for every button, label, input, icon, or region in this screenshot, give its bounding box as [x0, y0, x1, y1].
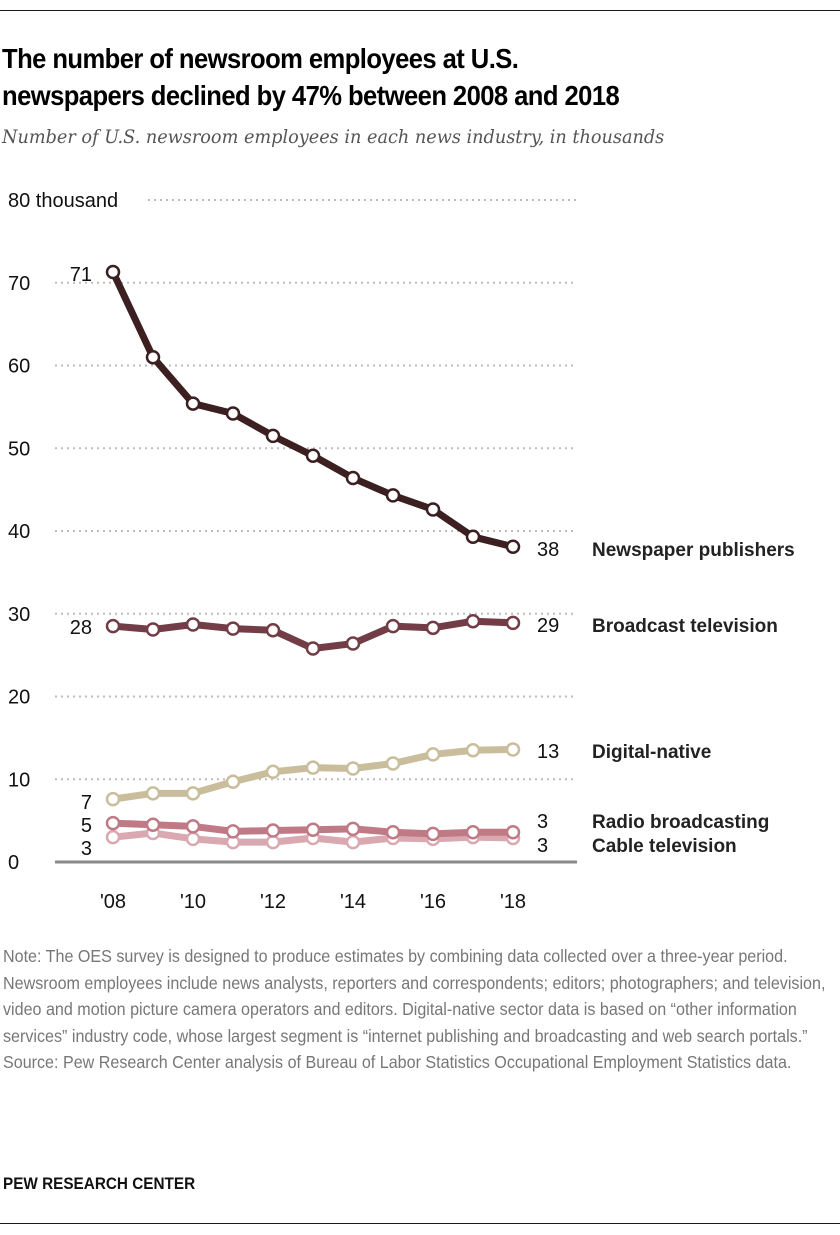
- data-point-marker: [185, 617, 201, 632]
- y-tick-label: 20: [8, 687, 30, 709]
- data-point-marker: [305, 822, 321, 837]
- data-point-marker: [225, 774, 241, 789]
- series-end-label: 3: [537, 835, 548, 857]
- data-point-marker: [425, 826, 441, 842]
- series-name-label: Digital-native: [592, 742, 711, 763]
- data-point-marker: [505, 539, 521, 554]
- data-point-marker: [385, 618, 401, 634]
- series-end-label: 29: [537, 615, 559, 637]
- data-point-marker: [345, 834, 361, 850]
- y-tick-label: 80 thousand: [8, 190, 118, 212]
- data-point-marker: [345, 636, 361, 651]
- top-rule: [0, 10, 840, 11]
- data-point-marker: [265, 623, 281, 638]
- source-text: Source: Pew Research Center analysis of …: [3, 1052, 792, 1072]
- data-point-marker: [105, 618, 121, 634]
- chart-title-line-1: The number of newsroom employees at U.S.: [2, 43, 519, 74]
- data-point-marker: [145, 349, 161, 365]
- data-point-marker: [385, 756, 401, 771]
- data-point-marker: [505, 824, 521, 840]
- series-end-label: 38: [537, 539, 559, 561]
- data-point-marker: [385, 824, 401, 840]
- data-point-marker: [105, 791, 121, 807]
- x-tick-label: '14: [340, 891, 366, 913]
- series-digital-native: [105, 742, 521, 807]
- data-point-marker: [105, 829, 121, 845]
- note-text: Note: The OES survey is designed to prod…: [3, 946, 826, 1046]
- x-tick-label: '18: [500, 891, 526, 913]
- data-point-marker: [345, 470, 361, 486]
- x-tick-label: '12: [260, 891, 286, 913]
- data-point-marker: [345, 821, 361, 837]
- data-point-marker: [265, 823, 281, 838]
- data-point-marker: [465, 529, 481, 545]
- bottom-rule: [0, 1223, 840, 1224]
- data-point-marker: [465, 824, 481, 840]
- data-point-marker: [425, 502, 441, 517]
- data-point-marker: [225, 406, 241, 421]
- y-tick-label: 10: [8, 769, 30, 791]
- series-radio-broadcasting: [105, 815, 521, 842]
- gridlines: [55, 199, 577, 864]
- data-point-marker: [465, 743, 481, 758]
- series-name-label: Radio broadcasting: [592, 812, 769, 833]
- data-point-marker: [265, 834, 281, 850]
- data-point-marker: [185, 396, 201, 411]
- y-axis-ticks: 0 10 20 30 40 50 60 70 80 thousand: [8, 190, 118, 874]
- data-point-marker: [145, 817, 161, 833]
- series-start-label: 28: [70, 617, 92, 639]
- y-tick-label: 70: [8, 273, 30, 295]
- series-newspaper-publishers: [105, 264, 521, 554]
- data-point-marker: [185, 786, 201, 801]
- series-layer: [105, 264, 521, 850]
- y-tick-label: 60: [8, 356, 30, 378]
- data-point-marker: [265, 764, 281, 780]
- data-point-marker: [505, 615, 521, 631]
- data-point-marker: [305, 760, 321, 775]
- data-point-marker: [105, 815, 121, 831]
- data-point-marker: [225, 621, 241, 636]
- y-tick-label: 30: [8, 604, 30, 626]
- data-point-marker: [425, 620, 441, 636]
- data-point-marker: [225, 824, 241, 839]
- y-tick-label: 0: [8, 852, 19, 874]
- series-broadcast-television: [105, 613, 521, 656]
- data-point-marker: [425, 747, 441, 762]
- x-tick-label: '16: [420, 891, 446, 913]
- series-start-label: 71: [70, 264, 92, 286]
- brand-logo-text: PEW RESEARCH CENTER: [3, 1174, 196, 1193]
- series-start-label: 5: [81, 815, 92, 837]
- data-point-marker: [105, 264, 121, 280]
- chart-subtitle: Number of U.S. newsroom employees in eac…: [2, 126, 665, 148]
- series-name-label: Newspaper publishers: [592, 540, 795, 561]
- labels-layer: 71 38 Newspaper publishers 28 29 Broadcast te…: [70, 264, 795, 860]
- series-end-label: 3: [537, 811, 548, 833]
- y-tick-label: 50: [8, 438, 30, 460]
- series-name-label: Cable television: [592, 836, 737, 857]
- x-axis-ticks: '08 '10 '12 '14 '16 '18: [100, 891, 526, 913]
- series-name-label: Broadcast television: [592, 616, 778, 637]
- series-end-label: 13: [537, 741, 559, 763]
- data-point-marker: [185, 831, 201, 847]
- data-point-marker: [145, 622, 161, 637]
- data-point-marker: [505, 742, 521, 757]
- chart-title-line-2: newspapers declined by 47% between 2008 …: [2, 80, 620, 111]
- x-tick-label: '10: [180, 891, 206, 913]
- data-point-marker: [305, 448, 321, 463]
- data-point-marker: [345, 761, 361, 776]
- data-point-marker: [465, 613, 481, 629]
- data-point-marker: [385, 488, 401, 503]
- chart-note: Note: The OES survey is designed to prod…: [3, 943, 825, 1076]
- data-point-marker: [305, 641, 321, 656]
- data-point-marker: [265, 428, 281, 444]
- series-line: [109, 268, 517, 551]
- chart-title: The number of newsroom employees at U.S.…: [2, 40, 779, 114]
- x-tick-label: '08: [100, 891, 126, 913]
- data-point-marker: [145, 786, 161, 801]
- data-point-marker: [185, 819, 201, 834]
- y-tick-label: 40: [8, 521, 30, 543]
- series-start-label: 3: [81, 838, 92, 860]
- series-start-label: 7: [81, 792, 92, 814]
